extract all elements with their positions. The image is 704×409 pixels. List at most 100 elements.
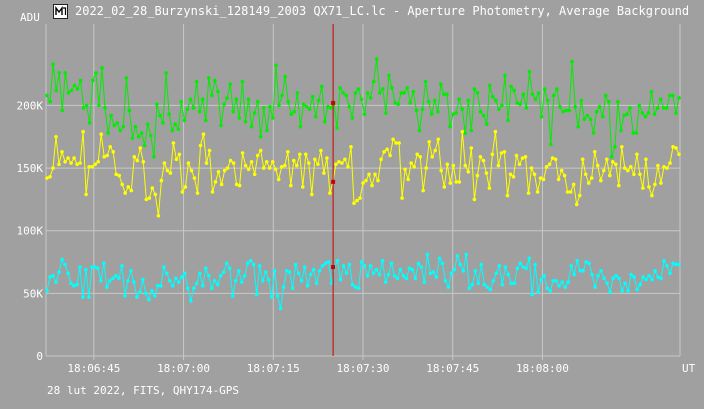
data-point (118, 128, 123, 133)
data-point (527, 69, 532, 74)
data-point (87, 165, 91, 169)
data-point (608, 290, 612, 294)
x-tick-label: 18:07:30 (337, 362, 390, 375)
data-point (237, 116, 242, 120)
data-point (114, 172, 118, 177)
data-point (191, 106, 196, 110)
data-point (177, 152, 182, 157)
data-point (625, 112, 629, 116)
data-point (385, 147, 389, 152)
data-point (344, 93, 349, 98)
data-point (264, 160, 269, 164)
data-point (641, 275, 645, 279)
y-axis-unit-label: ADU (20, 11, 40, 24)
data-point (517, 162, 522, 167)
data-point (472, 197, 477, 202)
data-point (365, 91, 370, 95)
data-point (628, 106, 632, 110)
data-point (371, 79, 376, 84)
data-point (115, 121, 119, 125)
data-point (524, 106, 529, 110)
data-point (440, 261, 445, 266)
data-point (66, 156, 70, 160)
data-point (329, 281, 334, 286)
data-point (54, 280, 58, 284)
data-point (273, 167, 278, 172)
data-point (147, 297, 151, 302)
data-point (634, 131, 639, 135)
data-point (437, 256, 442, 261)
data-point (200, 97, 205, 101)
data-point (57, 71, 61, 75)
data-point (393, 101, 397, 105)
data-point (222, 168, 227, 173)
data-point (668, 161, 672, 165)
data-point (572, 272, 576, 277)
data-point (239, 280, 244, 284)
app-logo-icon[interactable] (53, 4, 68, 19)
data-point (90, 265, 94, 269)
data-point (413, 276, 418, 281)
data-point (502, 150, 507, 154)
time-cursor[interactable] (331, 24, 336, 356)
data-point (603, 93, 608, 98)
data-point (106, 131, 110, 135)
data-point (524, 266, 528, 271)
data-point (105, 153, 109, 158)
data-point (265, 128, 269, 133)
data-point (180, 275, 184, 279)
data-point (100, 66, 104, 70)
data-point (469, 146, 474, 150)
data-point (341, 91, 346, 95)
data-point (518, 102, 522, 106)
data-point (584, 260, 588, 264)
data-point (619, 128, 623, 133)
data-point (141, 277, 145, 282)
data-point (189, 168, 194, 173)
data-point (653, 182, 657, 187)
data-point (162, 265, 166, 269)
data-point (403, 167, 407, 172)
data-point (281, 285, 286, 289)
data-point (580, 157, 585, 162)
data-point (195, 191, 200, 195)
data-point (120, 264, 124, 268)
data-point (51, 274, 55, 278)
data-point (81, 129, 85, 134)
data-point (201, 132, 206, 136)
data-point (284, 269, 289, 273)
data-point (165, 168, 170, 173)
data-point (135, 158, 140, 163)
data-point (347, 104, 352, 109)
data-point (195, 281, 199, 286)
data-point (638, 282, 642, 287)
data-point (295, 91, 300, 95)
data-point (463, 163, 468, 168)
data-point (665, 166, 669, 170)
data-point (494, 98, 498, 103)
data-point (278, 306, 283, 311)
data-point (659, 181, 663, 185)
data-point (620, 289, 624, 293)
data-point (370, 183, 374, 188)
data-point (414, 108, 419, 113)
data-point (283, 163, 287, 168)
data-point (539, 114, 544, 119)
data-point (299, 279, 304, 283)
data-point (644, 157, 648, 162)
data-point (359, 260, 364, 264)
x-tick-label: 18:07:15 (247, 362, 300, 375)
series-line-0 (46, 59, 680, 157)
data-point (120, 182, 124, 187)
data-point (138, 146, 143, 150)
data-point (406, 177, 410, 182)
data-point (84, 267, 88, 272)
data-point (207, 148, 212, 153)
data-point (671, 145, 675, 149)
data-point (305, 284, 310, 288)
data-point (249, 124, 254, 129)
data-point (387, 73, 391, 78)
data-point (364, 178, 368, 183)
data-point (424, 166, 429, 170)
